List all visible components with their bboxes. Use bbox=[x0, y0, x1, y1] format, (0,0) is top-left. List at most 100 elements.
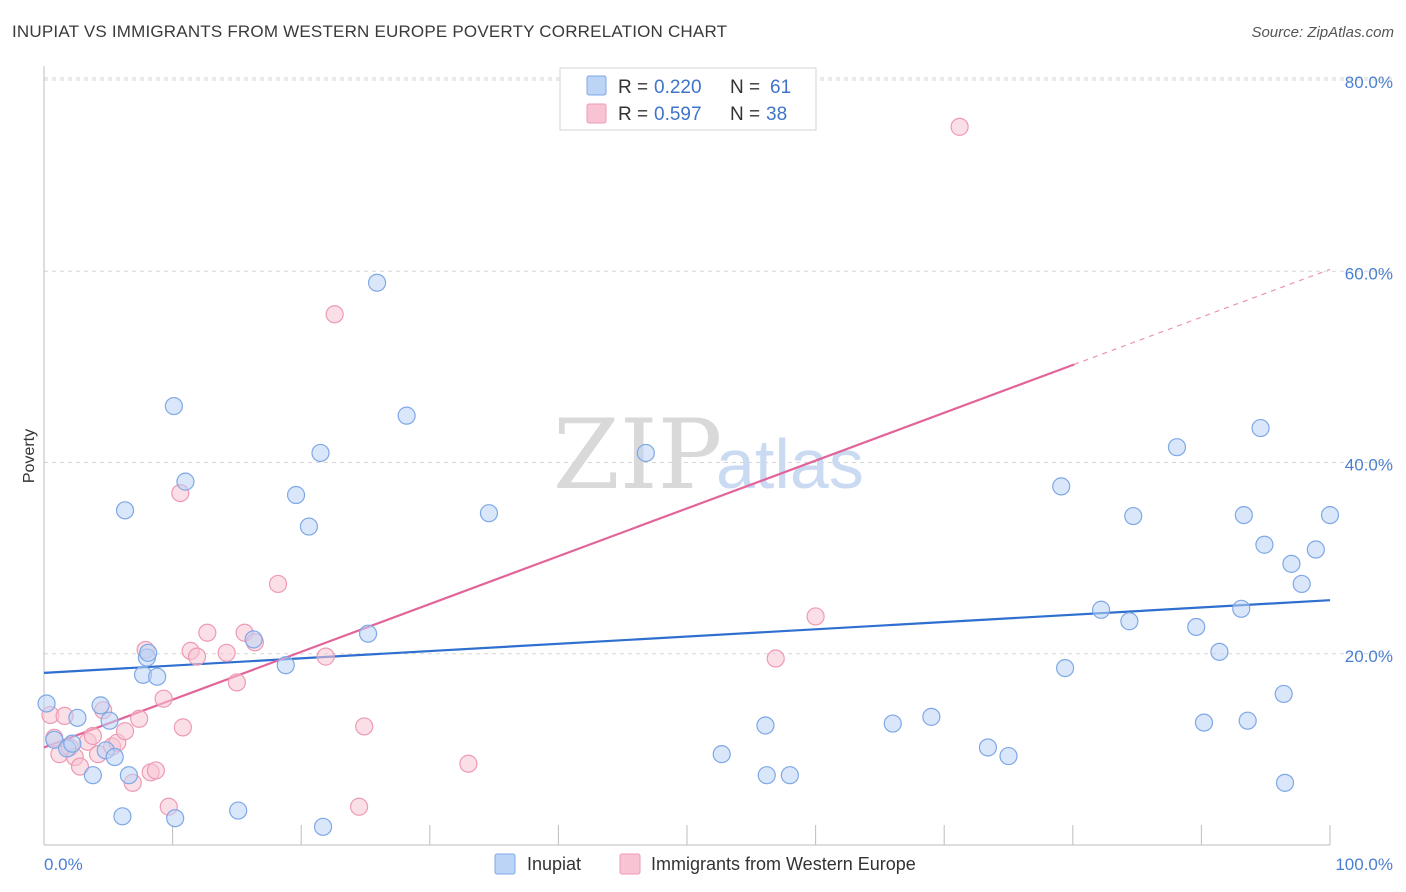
point-inupiat bbox=[1234, 505, 1253, 525]
legend-n-label-western-europe: N = bbox=[730, 104, 760, 125]
legend-swatch-western-europe bbox=[586, 103, 607, 124]
trendline-blue bbox=[43, 599, 1331, 674]
point-inupiat bbox=[1194, 713, 1214, 732]
point-inupiat bbox=[479, 504, 499, 523]
point-inupiat bbox=[148, 667, 167, 686]
point-inupiat bbox=[1232, 599, 1251, 618]
point-inupiat bbox=[1055, 658, 1075, 678]
point-inupiat bbox=[176, 472, 195, 491]
legend-r-label-inupiat: R = bbox=[618, 77, 648, 98]
point-inupiat bbox=[780, 766, 799, 785]
x-tick-min: 0.0% bbox=[44, 855, 83, 874]
point-inupiat bbox=[1238, 711, 1257, 730]
point-inupiat bbox=[115, 501, 135, 520]
point-inupiat bbox=[166, 809, 185, 828]
source-credit: Source: ZipAtlas.com bbox=[1251, 24, 1394, 41]
point-inupiat bbox=[1306, 540, 1325, 559]
point-inupiat bbox=[139, 643, 158, 662]
axes bbox=[43, 66, 1331, 846]
point-inupiat bbox=[1120, 612, 1139, 631]
watermark-atlas: atlas bbox=[716, 425, 864, 503]
point-inupiat bbox=[244, 630, 263, 649]
y-tick-label: 40.0% bbox=[1345, 456, 1393, 475]
point-inupiat bbox=[756, 716, 775, 735]
point-western-europe bbox=[198, 623, 217, 642]
legend-n-value-inupiat: 61 bbox=[770, 77, 791, 98]
bottom-legend-swatch-western-europe bbox=[619, 853, 641, 875]
point-inupiat bbox=[164, 396, 183, 416]
chart-title: INUPIAT VS IMMIGRANTS FROM WESTERN EUROP… bbox=[12, 22, 728, 41]
point-inupiat bbox=[100, 711, 119, 730]
point-western-europe bbox=[187, 647, 207, 666]
point-western-europe bbox=[268, 574, 288, 594]
point-inupiat bbox=[286, 485, 306, 505]
point-inupiat bbox=[1210, 642, 1229, 661]
point-western-europe bbox=[227, 673, 246, 692]
point-inupiat bbox=[712, 745, 731, 764]
point-inupiat bbox=[1167, 438, 1187, 457]
point-inupiat bbox=[311, 443, 330, 463]
point-inupiat bbox=[1255, 535, 1274, 554]
bottom-legend-label-western-europe: Immigrants from Western Europe bbox=[651, 854, 916, 874]
point-inupiat bbox=[883, 714, 902, 733]
legend-n-label-inupiat: N = bbox=[730, 77, 760, 98]
point-inupiat bbox=[37, 694, 56, 713]
point-western-europe bbox=[83, 726, 102, 746]
y-tick-labels: 20.0% 40.0% 60.0% 80.0% bbox=[1345, 73, 1393, 666]
point-inupiat bbox=[999, 746, 1018, 766]
point-inupiat bbox=[313, 817, 333, 836]
bottom-legend-swatch-inupiat bbox=[494, 853, 516, 875]
y-axis-title: Poverty bbox=[21, 429, 38, 483]
point-inupiat bbox=[83, 766, 102, 785]
point-western-europe bbox=[325, 305, 344, 324]
point-inupiat bbox=[1187, 617, 1206, 637]
legend-swatch-inupiat bbox=[586, 75, 607, 96]
point-western-europe bbox=[355, 717, 374, 736]
bottom-legend: Inupiat Immigrants from Western Europe bbox=[494, 853, 916, 875]
y-tick-label: 80.0% bbox=[1345, 73, 1393, 92]
point-western-europe bbox=[349, 797, 369, 816]
point-inupiat bbox=[45, 730, 64, 749]
trendline-extension-pink bbox=[1073, 268, 1331, 366]
point-western-europe bbox=[146, 761, 165, 780]
point-inupiat bbox=[1052, 477, 1071, 496]
point-inupiat bbox=[229, 801, 248, 820]
y-tick-label: 60.0% bbox=[1345, 264, 1393, 283]
point-western-europe bbox=[459, 754, 478, 773]
point-inupiat bbox=[978, 738, 998, 757]
legend-r-value-inupiat: 0.220 bbox=[654, 77, 702, 98]
point-inupiat bbox=[105, 747, 124, 767]
point-inupiat bbox=[1292, 574, 1311, 594]
point-western-europe bbox=[766, 649, 785, 668]
point-inupiat bbox=[68, 708, 87, 727]
point-western-europe bbox=[130, 709, 149, 728]
point-inupiat bbox=[91, 696, 110, 715]
point-western-europe bbox=[316, 647, 335, 666]
point-western-europe bbox=[173, 718, 192, 737]
legend-r-value-western-europe: 0.597 bbox=[654, 104, 702, 125]
point-western-europe bbox=[70, 757, 90, 776]
legend-n-value-western-europe: 38 bbox=[766, 104, 787, 125]
point-inupiat bbox=[299, 517, 319, 536]
point-inupiat bbox=[358, 624, 378, 643]
point-western-europe bbox=[154, 689, 173, 708]
series-inupiat-points bbox=[37, 273, 1340, 836]
legend: R = 0.220 N = 61 R = 0.597 N = 38 bbox=[559, 67, 817, 131]
point-inupiat bbox=[1320, 505, 1340, 525]
point-western-europe bbox=[950, 117, 969, 136]
point-inupiat bbox=[113, 807, 132, 826]
bottom-legend-label-inupiat: Inupiat bbox=[527, 854, 581, 874]
point-inupiat bbox=[397, 406, 416, 425]
point-inupiat bbox=[922, 707, 941, 726]
legend-r-label-western-europe: R = bbox=[618, 104, 648, 125]
point-inupiat bbox=[119, 766, 138, 785]
y-tick-label: 20.0% bbox=[1345, 647, 1393, 666]
point-western-europe bbox=[115, 722, 135, 741]
point-inupiat bbox=[757, 766, 776, 785]
grid-lines bbox=[44, 77, 1393, 655]
point-inupiat bbox=[636, 443, 655, 463]
point-inupiat bbox=[63, 734, 82, 753]
x-tick-max: 100.0% bbox=[1335, 855, 1393, 874]
point-inupiat bbox=[1282, 554, 1301, 573]
